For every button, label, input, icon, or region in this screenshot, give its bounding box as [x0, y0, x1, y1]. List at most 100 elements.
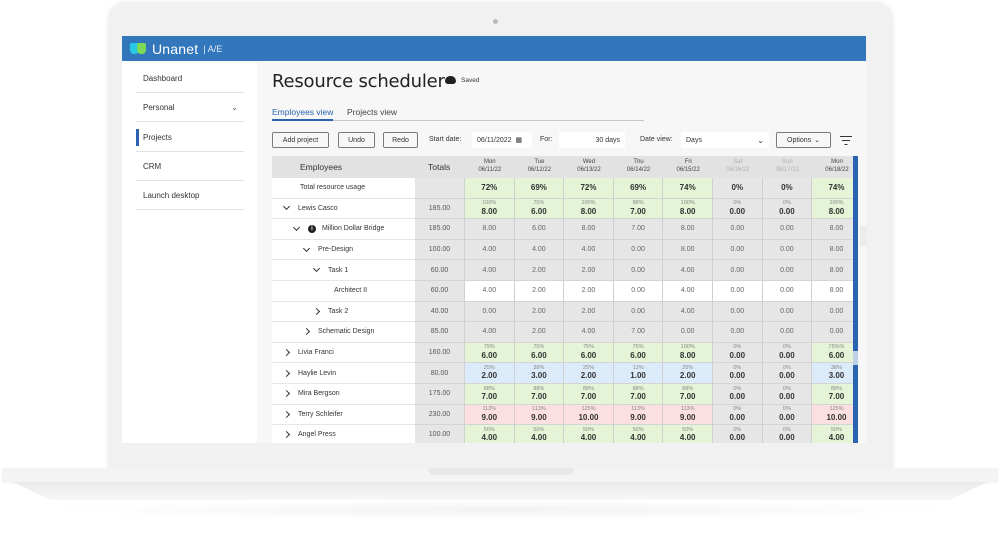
day-cell[interactable]: 2.00 — [564, 260, 614, 281]
day-cell[interactable]: 88% 7.00 — [613, 198, 664, 220]
redo-button[interactable]: Redo — [383, 132, 418, 148]
day-cell[interactable]: 8.00 — [564, 219, 614, 240]
day-cell[interactable]: 4.00 — [465, 239, 515, 261]
day-cell[interactable]: 69% — [613, 178, 664, 199]
day-cell[interactable]: 0.00 — [613, 301, 664, 323]
day-cell[interactable]: 0% 0.00 — [713, 198, 763, 220]
sidebar-item-personal[interactable]: Personal ⌄ — [136, 93, 244, 122]
day-cell[interactable]: 4.00 — [564, 239, 614, 261]
day-cell[interactable]: 25% 2.00 — [663, 363, 713, 384]
day-cell[interactable]: 4.00 — [663, 281, 713, 302]
day-cell[interactable]: 50% 4.00 — [514, 425, 565, 443]
day-cell[interactable]: 8.00 — [465, 219, 515, 240]
day-cell[interactable]: 75% 6.00 — [514, 198, 565, 220]
start-date-input[interactable]: 06/11/2022 ▦ — [472, 132, 532, 148]
day-cell[interactable]: 88% 7.00 — [613, 384, 664, 405]
tab-projects-view[interactable]: Projects view — [347, 107, 398, 117]
day-cell[interactable]: 50% 4.00 — [564, 425, 614, 443]
day-cell[interactable]: 0% 0.00 — [713, 425, 763, 443]
calendar-icon[interactable]: ▦ — [515, 137, 523, 144]
day-cell[interactable]: 2.00 — [564, 301, 614, 323]
info-icon[interactable]: i — [308, 224, 316, 233]
day-cell[interactable]: 100% 8.00 — [663, 198, 713, 220]
day-cell[interactable]: 0.00 — [812, 301, 853, 323]
row-name[interactable]: Lewis Casco — [298, 204, 338, 212]
row-name[interactable]: Livia Franci — [298, 349, 334, 357]
day-cell[interactable]: 25% 2.00 — [465, 363, 515, 384]
day-cell[interactable]: 8.00 — [812, 239, 853, 261]
sidebar-item-projects[interactable]: Projects — [136, 123, 244, 152]
day-cell[interactable]: 113% 9.00 — [465, 404, 515, 426]
sidebar-item-dashboard[interactable]: Dashboard — [136, 64, 244, 93]
day-cell[interactable]: 7.00 — [613, 219, 664, 240]
day-cell[interactable]: 0% 0.00 — [762, 384, 813, 405]
day-cell[interactable]: 75% 6.00 — [514, 342, 565, 364]
day-cell[interactable]: 4.00 — [663, 301, 713, 323]
date-view-select[interactable]: Days ⌄ — [681, 132, 769, 148]
day-cell[interactable]: 0% 0.00 — [762, 198, 813, 220]
day-cell[interactable]: 2.00 — [514, 301, 565, 323]
day-cell[interactable]: 113% 9.00 — [613, 404, 664, 426]
sidebar-item-launch-desktop[interactable]: Launch desktop — [136, 181, 244, 210]
day-cell[interactable]: 2.00 — [564, 281, 614, 302]
chevron-right-icon[interactable] — [302, 328, 311, 336]
day-cell[interactable]: 0% 0.00 — [762, 425, 813, 443]
day-cell[interactable]: 4.00 — [465, 322, 515, 343]
day-cell[interactable]: 72% — [564, 178, 614, 199]
day-cell[interactable]: 0.00 — [713, 239, 763, 261]
sidebar-item-crm[interactable]: CRM — [136, 152, 244, 181]
day-cell[interactable]: 125% 10.00 — [812, 404, 853, 426]
chevron-right-icon[interactable] — [312, 307, 321, 315]
chevron-down-icon[interactable] — [312, 265, 321, 273]
day-cell[interactable]: 100% 8.00 — [564, 198, 614, 220]
day-cell[interactable]: 4.00 — [465, 281, 515, 302]
day-cell[interactable]: 88% 7.00 — [465, 384, 515, 405]
day-cell[interactable]: 2.00 — [514, 260, 565, 281]
chevron-down-icon[interactable] — [292, 223, 301, 232]
employees-column-header[interactable]: Employees — [300, 162, 343, 172]
day-cell[interactable]: 0.00 — [465, 301, 515, 323]
day-cell[interactable]: 88% 7.00 — [663, 384, 713, 405]
day-cell[interactable]: 2.00 — [514, 281, 565, 302]
day-cell[interactable]: 0% 0.00 — [713, 342, 763, 364]
day-cell[interactable]: 0.00 — [762, 322, 813, 343]
day-cell[interactable]: 50% 4.00 — [465, 425, 515, 443]
day-cell[interactable]: 75% 6.00 — [613, 342, 664, 364]
options-button[interactable]: Options ⌄ — [776, 132, 831, 148]
day-cell[interactable]: 74% — [663, 178, 713, 199]
day-cell[interactable]: 0% — [762, 178, 813, 199]
day-cell[interactable]: 74% — [812, 178, 853, 199]
row-name[interactable]: Angel Press — [298, 431, 336, 439]
row-name[interactable]: Mira Bergson — [298, 390, 340, 398]
day-cell[interactable]: 0.00 — [713, 322, 763, 343]
chevron-right-icon[interactable] — [282, 390, 291, 398]
day-cell[interactable]: 0.00 — [613, 281, 664, 302]
day-cell[interactable]: 50% 4.00 — [613, 425, 664, 443]
day-cell[interactable]: 100% 8.00 — [465, 198, 515, 220]
row-name[interactable]: Haylie Levin — [298, 369, 337, 377]
day-cell[interactable]: 0.00 — [762, 239, 813, 261]
day-cell[interactable]: 0.00 — [613, 260, 664, 281]
undo-button[interactable]: Undo — [338, 132, 375, 148]
day-cell[interactable]: 0% 0.00 — [762, 404, 813, 426]
day-cell[interactable]: 25% 2.00 — [564, 363, 614, 384]
day-cell[interactable]: 113% 9.00 — [663, 404, 713, 426]
tab-employees-view[interactable]: Employees view — [272, 107, 334, 121]
day-cell[interactable]: 8.00 — [812, 219, 853, 240]
chevron-right-icon[interactable] — [282, 369, 291, 377]
day-cell[interactable]: 0.00 — [713, 260, 763, 281]
day-cell[interactable]: 72% — [465, 178, 515, 199]
day-cell[interactable]: 125% 10.00 — [564, 404, 614, 426]
totals-column-header[interactable]: Totals — [428, 162, 451, 172]
day-cell[interactable]: 0.00 — [713, 219, 763, 240]
day-cell[interactable]: 0% 0.00 — [762, 342, 813, 364]
day-cell[interactable]: 13% 1.00 — [613, 363, 664, 384]
day-cell[interactable]: 0% — [713, 178, 763, 199]
day-cell[interactable]: 75% 6.00 — [564, 342, 614, 364]
day-cell[interactable]: 100% 8.00 — [812, 198, 853, 220]
day-cell[interactable]: 8.00 — [663, 219, 713, 240]
day-cell[interactable]: 88% 7.00 — [564, 384, 614, 405]
day-cell[interactable]: 8.00 — [812, 260, 853, 281]
day-cell[interactable]: 50% 4.00 — [663, 425, 713, 443]
day-cell[interactable]: 0.00 — [663, 322, 713, 343]
